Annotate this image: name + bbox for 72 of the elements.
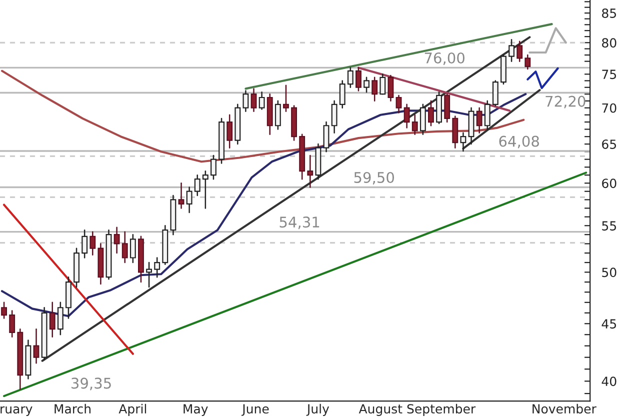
x-tick-label: June [242,404,269,416]
candlestick [194,174,200,196]
annotation: 59,50 [354,172,394,185]
y-tick-label: 85 [602,8,616,18]
candlestick [331,100,338,134]
candlestick [154,257,160,278]
x-tick-label: August [358,404,402,416]
candlestick [372,76,378,102]
candlestick [516,40,523,62]
candlestick [202,170,208,209]
y-tick-label: 80 [602,38,616,48]
candlestick [90,231,96,256]
candlestick [364,76,370,93]
x-tick-label: ruary [0,406,32,416]
x-tick-label: July [306,404,330,416]
candlestick [274,100,281,130]
candlestick [1,302,7,319]
candlestick [323,121,330,152]
y-tick-label: 40 [602,376,616,386]
candlestick [9,310,16,338]
candlestick [524,54,531,70]
x-tick-label: November [532,404,596,414]
y-tick-label: 45 [602,319,616,329]
candlestick [49,302,56,338]
candlestick [347,67,354,88]
candlestick [250,88,257,112]
candlestick [380,74,386,95]
candlestick [146,262,152,288]
candlestick [339,80,346,108]
candlestick [420,104,426,136]
y-tick-label: 55 [602,221,616,231]
annotation: 64,08 [499,136,539,148]
candlestick [404,104,410,128]
annotation: 54,31 [280,216,320,230]
candlestick [283,84,289,112]
candlestick [444,93,450,123]
candlestick [210,154,216,180]
y-tick-label: 50 [602,268,616,278]
y-tick-label: 60 [602,178,616,188]
y-tick-label: 70 [602,103,616,113]
candlestick [492,80,498,106]
candlestick [122,231,128,264]
candlestick [226,114,233,148]
y-tick-label: 65 [602,140,616,149]
candlestick [114,226,120,254]
candlestick [428,100,434,126]
candlestick [508,38,515,62]
candlestick [57,302,64,336]
annotation: 72,20 [546,96,586,108]
x-tick-label: March [54,404,90,414]
candlestick [484,100,490,130]
x-tick-label: May [184,404,208,416]
annotation: 76,00 [424,52,464,65]
x-tick-label: April [118,404,146,416]
candlestick [186,186,192,214]
candlestick [258,91,265,110]
candlestick [130,234,136,264]
candlestick [460,132,466,152]
candlestick [242,90,249,112]
x-tick-label: September [407,404,476,416]
candlestick [178,182,184,209]
annotation: 39,35 [72,378,111,390]
candlestick [412,114,418,136]
y-tick-label: 75 [602,70,616,80]
candlestick [396,94,402,114]
candlestick [476,107,482,134]
candlestick [33,328,40,364]
candlestick [307,154,314,188]
candlestick [356,67,362,92]
candlestick [82,229,88,258]
line-series [526,67,559,90]
candlestick [388,74,394,102]
